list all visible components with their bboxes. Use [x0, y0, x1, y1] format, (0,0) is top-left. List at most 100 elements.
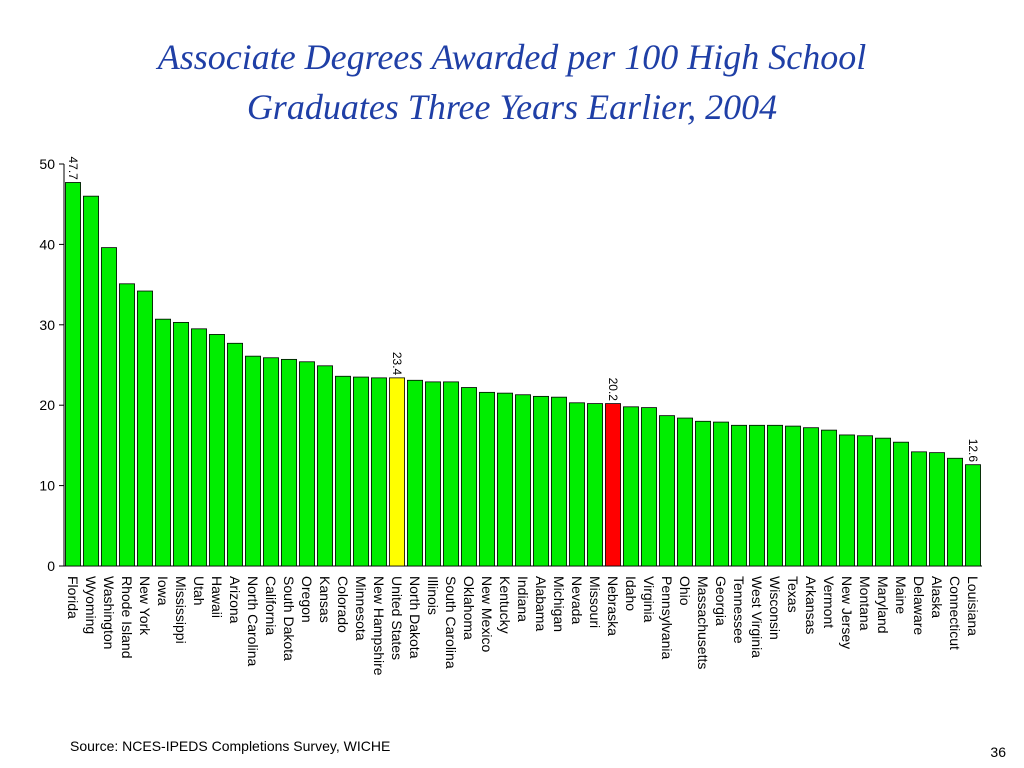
bar-indiana	[515, 395, 530, 566]
bar-virginia	[641, 408, 656, 566]
x-tick-label: North Carolina	[245, 576, 261, 666]
x-tick-label: Mississippi	[173, 576, 189, 644]
bar-delaware	[911, 452, 926, 566]
x-tick-label: New Hampshire	[371, 576, 387, 676]
x-tick-label: Nevada	[569, 576, 585, 624]
bar-wisconsin	[767, 425, 782, 566]
data-label: 23.4	[390, 352, 404, 376]
bar-vermont	[821, 430, 836, 566]
x-tick-label: Pennsylvania	[659, 576, 675, 659]
bar-rhode-island	[119, 284, 134, 566]
bar-arizona	[227, 343, 242, 566]
bar-mississippi	[173, 322, 188, 566]
bar-south-carolina	[443, 382, 458, 566]
x-tick-label: Maryland	[875, 576, 891, 634]
bar-idaho	[623, 407, 638, 566]
bar-new-mexico	[479, 392, 494, 566]
x-tick-label: Oklahoma	[461, 576, 477, 640]
bar-texas	[785, 426, 800, 566]
bar-maryland	[875, 438, 890, 566]
bar-maine	[893, 442, 908, 566]
bar-oregon	[299, 362, 314, 566]
x-tick-label: Utah	[191, 576, 207, 606]
y-tick-label: 50	[39, 156, 55, 172]
bar-south-dakota	[281, 359, 296, 566]
x-tick-label: Montana	[857, 576, 873, 631]
bar-kentucky	[497, 393, 512, 566]
x-tick-label: Rhode Island	[119, 576, 135, 659]
bar-connecticut	[947, 458, 962, 566]
bar-alabama	[533, 396, 548, 566]
x-tick-label: Michigan	[551, 576, 567, 632]
x-tick-label: Idaho	[623, 576, 639, 611]
x-tick-label: Massachusetts	[695, 576, 711, 669]
page-number: 36	[990, 744, 1006, 760]
bar-pennsylvania	[659, 416, 674, 566]
x-tick-label: Texas	[785, 576, 801, 613]
x-tick-label: Ohio	[677, 576, 693, 606]
x-tick-label: West Virginia	[749, 576, 765, 658]
x-tick-label: Arkansas	[803, 576, 819, 634]
bar-california	[263, 358, 278, 566]
bar-alaska	[929, 453, 944, 566]
x-tick-label: Alaska	[929, 576, 945, 618]
bar-new-york	[137, 291, 152, 566]
y-tick-label: 30	[39, 317, 55, 333]
x-tick-label: Kentucky	[497, 576, 513, 634]
bar-wyoming	[83, 196, 98, 566]
x-tick-label: North Dakota	[407, 576, 423, 659]
bar-washington	[101, 248, 116, 566]
x-tick-label: New Mexico	[479, 576, 495, 652]
data-label: 47.7	[66, 156, 80, 180]
bar-massachusetts	[695, 421, 710, 566]
data-label: 20.2	[606, 378, 620, 402]
x-tick-label: Arizona	[227, 576, 243, 624]
x-tick-label: Nebraska	[605, 576, 621, 636]
bar-oklahoma	[461, 388, 476, 566]
x-tick-label: South Dakota	[281, 576, 297, 661]
bar-montana	[857, 436, 872, 566]
x-tick-label: Minnesota	[353, 576, 369, 641]
x-tick-label: Vermont	[821, 576, 837, 628]
y-tick-label: 0	[47, 558, 55, 574]
bar-west-virginia	[749, 425, 764, 566]
x-tick-label: New York	[137, 576, 153, 636]
bar-north-carolina	[245, 356, 260, 566]
x-tick-label: Tennessee	[731, 576, 747, 644]
y-tick-label: 10	[39, 478, 55, 494]
x-tick-label: Iowa	[155, 576, 171, 606]
bar-nebraska	[605, 404, 620, 566]
x-tick-label: Louisiana	[965, 576, 981, 636]
x-tick-label: South Carolina	[443, 576, 459, 669]
bar-nevada	[569, 403, 584, 566]
y-tick-label: 20	[39, 397, 55, 413]
bar-colorado	[335, 376, 350, 566]
bar-tennessee	[731, 425, 746, 566]
bar-hawaii	[209, 334, 224, 566]
x-tick-label: Colorado	[335, 576, 351, 633]
bar-michigan	[551, 397, 566, 566]
x-tick-label: Maine	[893, 576, 909, 614]
bar-illinois	[425, 382, 440, 566]
bar-georgia	[713, 422, 728, 566]
x-tick-label: Oregon	[299, 576, 315, 623]
bar-ohio	[677, 418, 692, 566]
source-note: Source: NCES-IPEDS Completions Survey, W…	[70, 738, 390, 754]
bar-missouri	[587, 404, 602, 566]
bar-utah	[191, 329, 206, 566]
x-tick-label: Florida	[65, 576, 81, 619]
x-tick-label: California	[263, 576, 279, 635]
x-tick-label: Missouri	[587, 576, 603, 628]
bar-north-dakota	[407, 380, 422, 566]
x-tick-label: Hawaii	[209, 576, 225, 618]
bar-louisiana	[965, 465, 980, 566]
x-tick-label: Georgia	[713, 576, 729, 626]
x-tick-label: Connecticut	[947, 576, 963, 650]
x-tick-label: Washington	[101, 576, 117, 649]
bar-new-jersey	[839, 435, 854, 566]
bar-iowa	[155, 319, 170, 566]
bar-kansas	[317, 366, 332, 566]
bar-new-hampshire	[371, 378, 386, 566]
x-tick-label: Wisconsin	[767, 576, 783, 640]
x-tick-label: Indiana	[515, 576, 531, 622]
